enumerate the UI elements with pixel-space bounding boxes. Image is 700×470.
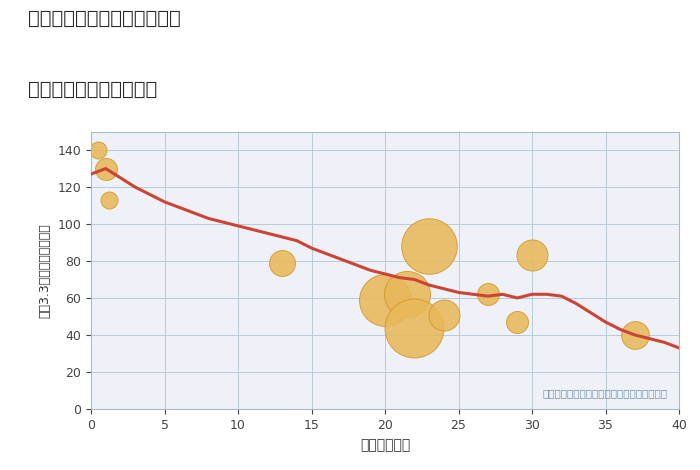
Point	[526, 252, 538, 259]
Point	[100, 165, 111, 172]
Point	[482, 290, 493, 298]
X-axis label: 築年数（年）: 築年数（年）	[360, 439, 410, 453]
Point	[402, 290, 413, 298]
Text: 愛知県名古屋市中川区荒子の: 愛知県名古屋市中川区荒子の	[28, 9, 181, 28]
Y-axis label: 坪（3.3㎡）単価（万円）: 坪（3.3㎡）単価（万円）	[38, 223, 52, 318]
Text: 築年数別中古戸建て価格: 築年数別中古戸建て価格	[28, 80, 158, 99]
Point	[379, 296, 391, 304]
Point	[103, 196, 114, 204]
Point	[409, 324, 420, 331]
Point	[424, 243, 435, 250]
Point	[276, 259, 288, 266]
Text: 円の大きさは、取引のあった物件面積を示す: 円の大きさは、取引のあった物件面積を示す	[542, 388, 667, 398]
Point	[512, 318, 523, 326]
Point	[629, 331, 641, 339]
Point	[92, 146, 104, 154]
Point	[438, 311, 449, 318]
